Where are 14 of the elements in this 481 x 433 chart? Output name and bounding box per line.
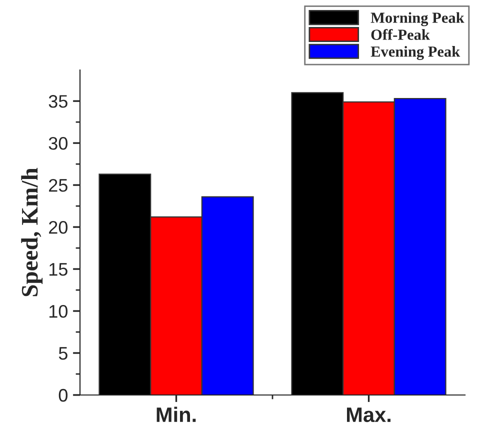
legend-label: Evening Peak: [370, 46, 460, 60]
x-tick-label: Min.: [156, 406, 196, 422]
y-tick-label: 15: [49, 263, 68, 276]
legend-label: Off-Peak: [371, 29, 430, 40]
y-tick-label: 25: [49, 178, 68, 192]
legend-label: Morning Peak: [370, 12, 464, 26]
y-tick-label: 35: [48, 95, 68, 108]
y-tick-label: 5: [58, 347, 68, 360]
y-axis-title: Speed, Km/h: [21, 168, 43, 296]
y-tick-label: 20: [49, 220, 68, 234]
y-tick-label: 10: [49, 304, 68, 318]
y-tick-label: 0: [58, 388, 68, 402]
y-tick-label: 30: [48, 136, 68, 150]
x-tick-label: Max.: [346, 408, 390, 422]
